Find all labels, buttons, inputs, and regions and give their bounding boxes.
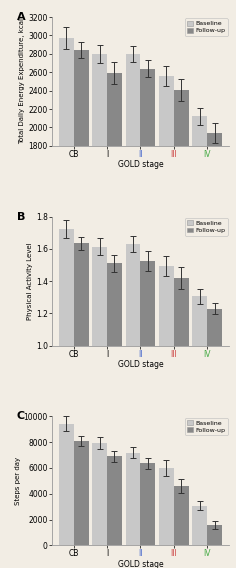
Bar (74, 441, 88, 545)
Bar (59, 424, 74, 545)
Bar (126, 453, 140, 545)
Bar (192, 296, 207, 507)
X-axis label: GOLD stage: GOLD stage (118, 360, 163, 369)
Bar (140, 69, 155, 311)
Bar (107, 73, 122, 311)
Bar (107, 456, 122, 545)
Bar (92, 247, 107, 507)
Bar (140, 261, 155, 507)
Bar (74, 243, 88, 507)
Bar (59, 37, 74, 311)
Bar (174, 90, 189, 311)
Bar (126, 244, 140, 507)
Bar (192, 506, 207, 545)
Bar (92, 443, 107, 545)
Text: C: C (17, 411, 25, 421)
Y-axis label: Total Daily Energy Expenditure, kcal: Total Daily Energy Expenditure, kcal (20, 18, 25, 144)
Bar (126, 54, 140, 311)
Legend: Baseline, Follow-up: Baseline, Follow-up (185, 18, 228, 36)
Bar (159, 266, 174, 507)
Bar (207, 308, 222, 507)
Y-axis label: Steps per day: Steps per day (15, 457, 21, 505)
Text: B: B (17, 212, 25, 222)
Legend: Baseline, Follow-up: Baseline, Follow-up (185, 218, 228, 236)
Text: A: A (17, 12, 25, 22)
Bar (59, 229, 74, 507)
Bar (174, 278, 189, 507)
Y-axis label: Physical Activity Level: Physical Activity Level (27, 243, 33, 320)
Bar (107, 264, 122, 507)
Bar (159, 76, 174, 311)
Legend: Baseline, Follow-up: Baseline, Follow-up (185, 417, 228, 436)
X-axis label: GOLD stage: GOLD stage (118, 160, 163, 169)
Bar (140, 463, 155, 545)
Bar (74, 50, 88, 311)
X-axis label: GOLD stage: GOLD stage (118, 560, 163, 568)
Bar (192, 116, 207, 311)
Bar (174, 486, 189, 545)
Bar (207, 525, 222, 545)
Bar (159, 468, 174, 545)
Bar (92, 54, 107, 311)
Bar (207, 133, 222, 311)
